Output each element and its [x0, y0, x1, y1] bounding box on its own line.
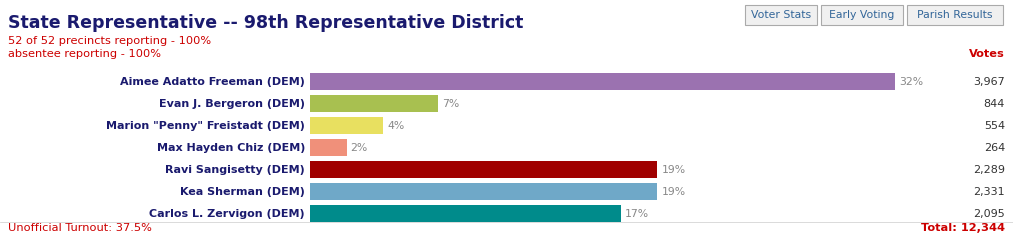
Text: Evan J. Bergeron (DEM): Evan J. Bergeron (DEM) — [159, 98, 305, 109]
Text: 2,289: 2,289 — [973, 164, 1005, 174]
Bar — [310, 161, 657, 178]
Text: Voter Stats: Voter Stats — [751, 10, 811, 20]
Text: Unofficial Turnout: 37.5%: Unofficial Turnout: 37.5% — [8, 223, 152, 233]
Text: 2%: 2% — [350, 143, 368, 152]
Bar — [310, 205, 621, 222]
Bar — [310, 183, 657, 200]
Text: 2,095: 2,095 — [973, 208, 1005, 219]
Bar — [310, 139, 346, 156]
Text: 3,967: 3,967 — [973, 76, 1005, 86]
Text: Marion "Penny" Freistadt (DEM): Marion "Penny" Freistadt (DEM) — [106, 121, 305, 131]
Text: Total: 12,344: Total: 12,344 — [921, 223, 1005, 233]
Text: absentee reporting - 100%: absentee reporting - 100% — [8, 49, 161, 59]
Text: 844: 844 — [984, 98, 1005, 109]
Text: Max Hayden Chiz (DEM): Max Hayden Chiz (DEM) — [157, 143, 305, 152]
Text: 17%: 17% — [625, 208, 649, 219]
Text: 19%: 19% — [661, 164, 686, 174]
Text: 32%: 32% — [899, 76, 923, 86]
Bar — [310, 95, 438, 112]
Text: Aimee Adatto Freeman (DEM): Aimee Adatto Freeman (DEM) — [121, 76, 305, 86]
Text: Votes: Votes — [969, 49, 1005, 59]
FancyBboxPatch shape — [745, 5, 817, 25]
Text: 2,331: 2,331 — [973, 186, 1005, 196]
Text: 554: 554 — [984, 121, 1005, 131]
Text: 4%: 4% — [387, 121, 404, 131]
Text: 52 of 52 precincts reporting - 100%: 52 of 52 precincts reporting - 100% — [8, 36, 211, 46]
Text: Early Voting: Early Voting — [830, 10, 894, 20]
Bar — [310, 73, 895, 90]
Text: Kea Sherman (DEM): Kea Sherman (DEM) — [180, 186, 305, 196]
Text: 7%: 7% — [442, 98, 459, 109]
Text: 264: 264 — [984, 143, 1005, 152]
Text: Carlos L. Zervigon (DEM): Carlos L. Zervigon (DEM) — [149, 208, 305, 219]
FancyBboxPatch shape — [821, 5, 903, 25]
FancyBboxPatch shape — [907, 5, 1003, 25]
Text: 19%: 19% — [661, 186, 686, 196]
Text: Ravi Sangisetty (DEM): Ravi Sangisetty (DEM) — [165, 164, 305, 174]
Text: Parish Results: Parish Results — [917, 10, 993, 20]
Text: State Representative -- 98th Representative District: State Representative -- 98th Representat… — [8, 14, 524, 32]
Bar — [310, 117, 383, 134]
